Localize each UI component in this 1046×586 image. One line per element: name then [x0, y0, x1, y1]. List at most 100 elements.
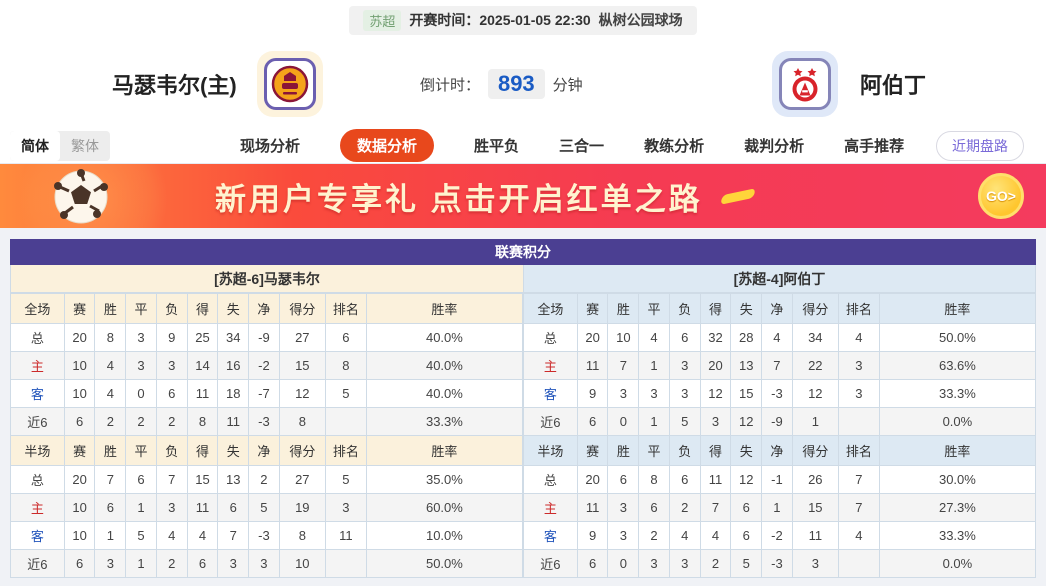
stat-cell: 3	[125, 323, 157, 352]
column-header: 赛	[63, 293, 96, 324]
stat-cell: 0	[607, 549, 640, 578]
table-halves: [苏超-6]马瑟韦尔 全场赛胜平负得失净得分 排名 胜率 总 20 8 3 9 25 34 -9 2…	[10, 265, 1037, 578]
nav-tab-4[interactable]: 三合一	[559, 138, 605, 155]
league-points-section: 联赛积分 [苏超-6]马瑟韦尔 全场赛胜平负得失净得分 排名 胜率 总 20 8 3 9 25…	[0, 228, 1046, 578]
stat-cell: 7	[607, 351, 640, 380]
stat-cell: 3	[125, 351, 157, 380]
stat-cell: 3	[638, 549, 670, 578]
stat-cell: 50.0%	[878, 323, 1037, 352]
stat-cell: -2	[248, 351, 280, 380]
stat-cell: 9	[576, 521, 609, 550]
match-info-pill: 苏超 开赛时间：2025-01-05 22:30 枞树公园球场	[349, 5, 697, 35]
stat-cell: 3	[607, 493, 640, 522]
stat-cell: 8	[278, 407, 326, 436]
stat-cell: 5	[668, 407, 701, 436]
home-team-name: 马瑟韦尔(主)	[112, 73, 237, 98]
stat-cell: 12	[730, 407, 763, 436]
column-header: 平	[638, 293, 670, 324]
lang-traditional[interactable]: 繁体	[71, 137, 99, 154]
stat-cell: -3	[761, 549, 793, 578]
stat-cell: 16	[217, 351, 250, 380]
stat-cell: 1	[125, 549, 157, 578]
stat-cell: 11	[217, 407, 250, 436]
stat-cell: 10.0%	[365, 521, 524, 550]
countdown-value: 893	[487, 69, 545, 99]
column-header: 得分	[278, 293, 326, 324]
column-header: 得	[186, 435, 219, 466]
stat-cell: 6	[155, 379, 188, 408]
stat-cell: 27	[278, 323, 326, 352]
table-row: 近6 6 3 1 2 6 3 3 10 50.0%	[10, 549, 524, 578]
column-header: 负	[668, 435, 701, 466]
stat-cell: 6	[576, 549, 609, 578]
stat-cell: 26	[791, 465, 839, 494]
row-label: 总	[523, 323, 578, 352]
stat-cell: 2	[248, 465, 280, 494]
away-team-crest-icon	[792, 68, 818, 102]
stat-cell	[324, 549, 367, 578]
stat-cell: 5	[248, 493, 280, 522]
stat-cell: 2	[125, 407, 157, 436]
stat-cell: 3	[155, 493, 188, 522]
stat-cell: 4	[699, 521, 732, 550]
table-row: 近6 6 0 1 5 3 12 -9 1 0.0%	[523, 407, 1037, 436]
column-header: 平	[125, 293, 157, 324]
stat-cell: 15	[730, 379, 763, 408]
stat-cell: 11	[699, 465, 732, 494]
stat-cell: 8	[638, 465, 670, 494]
stat-cell: 10	[63, 521, 96, 550]
stat-cell: 33.3%	[365, 407, 524, 436]
stat-cell: 35.0%	[365, 465, 524, 494]
table-row: 客 9 3 2 4 4 6 -2 11 4 33.3%	[523, 521, 1037, 550]
stat-cell: 3	[324, 493, 367, 522]
column-header: 失	[217, 435, 250, 466]
home-team-crest-frame	[263, 58, 316, 110]
nav-tab-7[interactable]: 高手推荐	[844, 138, 905, 155]
nav-tab-5[interactable]: 教练分析	[644, 138, 705, 155]
stat-cell: 4	[94, 351, 127, 380]
table-row: 总 20 6 8 6 11 12 -1 26 7 30.0%	[523, 465, 1037, 494]
stat-cell: 2	[94, 407, 127, 436]
stat-cell: 7	[761, 351, 793, 380]
nav-tab-1[interactable]: 现场分析	[240, 138, 301, 155]
stat-cell: 7	[217, 521, 250, 550]
home-team-logo	[256, 51, 323, 117]
stat-cell: 11	[186, 379, 219, 408]
nav-tab-3[interactable]: 胜平负	[474, 138, 520, 155]
stat-cell: 32	[699, 323, 732, 352]
stat-cell: 5	[324, 465, 367, 494]
stat-cell: 6	[730, 493, 763, 522]
stat-cell: 9	[155, 323, 188, 352]
stat-cell: -3	[248, 521, 280, 550]
stat-cell: 40.0%	[365, 351, 524, 380]
stat-cell: 2	[668, 493, 701, 522]
promo-banner[interactable]: 新用户专享礼 点击开启红单之路 GO>	[0, 164, 1046, 228]
language-toggle[interactable]: 简体 繁体	[10, 130, 110, 161]
stat-cell: 11	[576, 351, 609, 380]
stat-cell: 8	[324, 351, 367, 380]
stat-cell: 11	[324, 521, 367, 550]
kickoff-time: 开赛时间：2025-01-05 22:30	[409, 12, 591, 28]
home-team: 马瑟韦尔(主)	[112, 51, 323, 117]
column-header: 平	[125, 435, 157, 466]
column-header: 净	[248, 435, 280, 466]
countdown-label: 倒计时：	[419, 76, 480, 94]
stat-cell	[837, 407, 880, 436]
stat-cell: 10	[63, 379, 96, 408]
stat-cell: 2	[638, 521, 670, 550]
lang-simplified[interactable]: 简体	[10, 130, 60, 161]
nav-tab-2[interactable]: 数据分析	[340, 129, 435, 162]
stat-cell: 3	[607, 521, 640, 550]
stat-cell: 25	[186, 323, 219, 352]
go-button[interactable]: GO>	[978, 173, 1024, 219]
stat-cell: 30.0%	[878, 465, 1037, 494]
stat-cell: 11	[576, 493, 609, 522]
content-area: 新用户专享礼 点击开启红单之路 GO> 联赛积分 [苏超-6]马瑟韦尔 全场赛胜…	[0, 164, 1046, 586]
recent-trend-button[interactable]: 近期盘路	[936, 130, 1024, 161]
column-header-row: 全场赛胜平负得失净得分 排名 胜率	[523, 293, 1037, 324]
stat-cell: 19	[278, 493, 326, 522]
nav-tabs: 现场分析 数据分析 胜平负 三合一 教练分析 裁判分析 高手推荐	[240, 129, 904, 162]
stat-cell: 10	[278, 549, 326, 578]
nav-tab-6[interactable]: 裁判分析	[744, 138, 805, 155]
column-header: 排名	[324, 293, 367, 324]
